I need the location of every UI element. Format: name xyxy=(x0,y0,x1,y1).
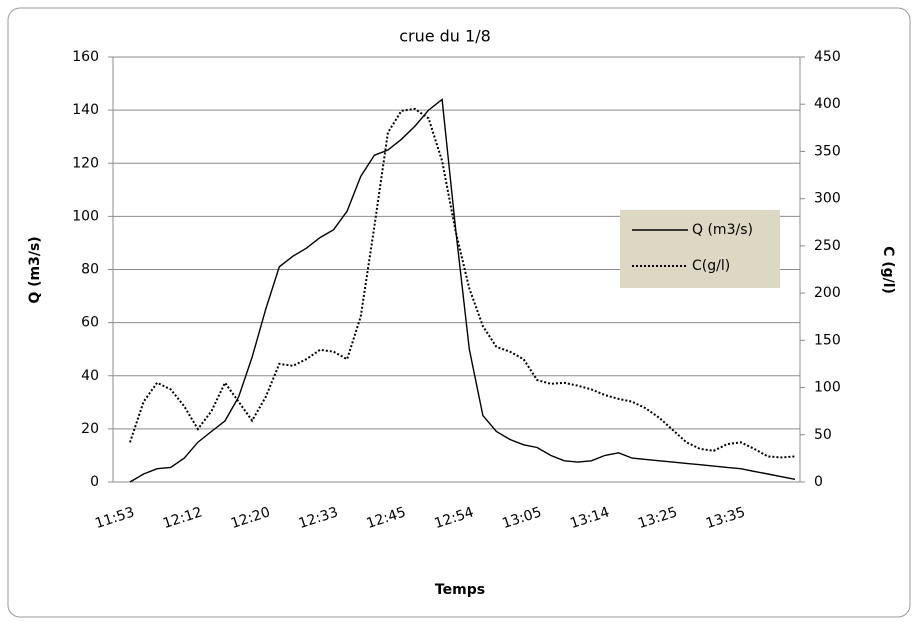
legend-label: C(g/l) xyxy=(692,258,730,274)
y2-tick-label: 400 xyxy=(814,96,841,112)
y-tick-label: 60 xyxy=(81,315,99,331)
y-tick-label: 40 xyxy=(81,368,99,384)
series-line xyxy=(129,107,796,459)
legend-label: Q (m3/s) xyxy=(692,222,753,238)
y-tick-label: 140 xyxy=(72,102,99,118)
chart-title: crue du 1/8 xyxy=(399,27,491,46)
y2-tick-label: 450 xyxy=(814,49,841,65)
y-tick-label: 160 xyxy=(72,49,99,65)
y-axis-title: Q (m3/s) xyxy=(27,236,43,303)
series-line xyxy=(129,98,796,483)
y2-tick-label: 50 xyxy=(814,427,832,443)
y2-tick-label: 250 xyxy=(814,238,841,254)
x-axis-title: Temps xyxy=(435,582,485,598)
y-tick-label: 20 xyxy=(81,421,99,437)
y2-tick-label: 200 xyxy=(814,285,841,301)
y2-tick-label: 350 xyxy=(814,143,841,159)
y-tick-label: 0 xyxy=(90,474,99,490)
y2-tick-label: 100 xyxy=(814,380,841,396)
y2-tick-label: 300 xyxy=(814,191,841,207)
y-tick-label: 120 xyxy=(72,155,99,171)
y2-axis-title: C (g/l) xyxy=(880,246,896,294)
legend-box xyxy=(620,210,780,288)
y2-tick-label: 150 xyxy=(814,332,841,348)
y-tick-label: 80 xyxy=(81,262,99,278)
chart-frame xyxy=(7,7,911,618)
y-tick-label: 100 xyxy=(72,208,99,224)
y2-tick-label: 0 xyxy=(814,474,823,490)
